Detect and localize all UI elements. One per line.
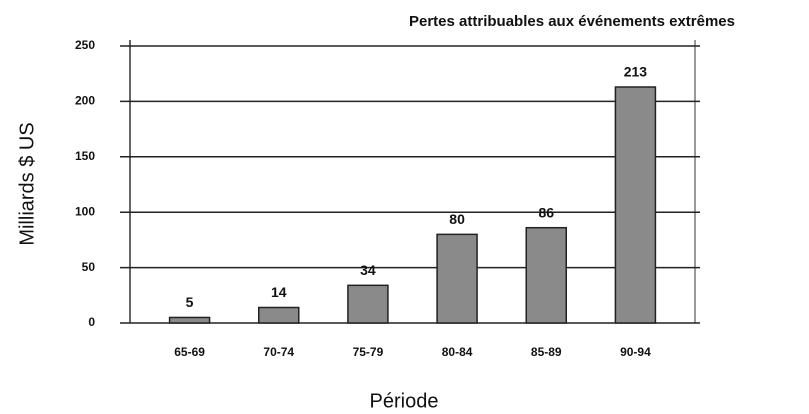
value-label: 14 [271,284,287,300]
value-label: 80 [449,211,465,227]
bar [168,316,211,324]
y-tick-label: 250 [75,38,95,52]
y-tick-label: 100 [75,204,95,218]
value-label: 5 [186,294,194,310]
bar [614,86,657,324]
value-label: 213 [624,64,648,80]
y-tick-label: 150 [75,149,95,163]
bar [525,226,567,324]
bar [436,233,478,324]
x-tick-label: 85-89 [531,345,562,359]
chart-title: Pertes attribuables aux événements extrê… [409,13,735,30]
bar [347,284,389,324]
x-axis-label: Période [370,390,439,412]
y-axis-label: Milliards $ US [16,122,38,245]
value-label: 86 [538,204,554,220]
x-tick-label: 65-69 [174,345,205,359]
x-tick-label: 75-79 [353,345,384,359]
bar [258,306,300,324]
value-label: 34 [360,262,376,278]
y-tick-label: 200 [75,94,95,108]
x-tick-label: 80-84 [442,345,473,359]
x-tick-label: 70-74 [263,345,294,359]
y-tick-label: 0 [88,315,95,329]
y-tick-label: 50 [82,260,96,274]
x-tick-label: 90-94 [620,345,651,359]
